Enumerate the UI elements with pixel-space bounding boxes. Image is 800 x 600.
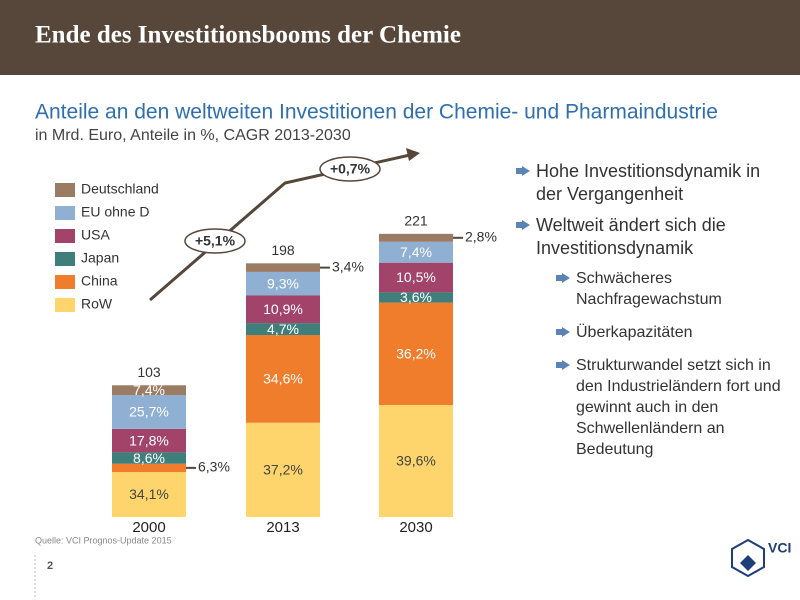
chart-title: Anteile an den weltweiten Investitionen … — [35, 101, 718, 124]
legend-swatch — [55, 229, 75, 243]
annotation: +0,7% — [330, 161, 371, 177]
annotation: +5,1% — [195, 233, 236, 249]
total-label: 198 — [271, 242, 295, 258]
legend-swatch — [55, 252, 75, 266]
bar-segment — [246, 263, 320, 272]
value-label: 10,9% — [263, 301, 303, 317]
legend-label: EU ohne D — [81, 204, 149, 220]
value-label: 8,6% — [133, 450, 165, 466]
logo-hex — [731, 538, 765, 578]
bar-segment — [379, 262, 453, 293]
legend-swatch — [55, 206, 75, 220]
value-label: 3,4% — [332, 258, 364, 274]
bullet: Hohe Investitionsdynamik in der Vergange… — [512, 160, 782, 206]
bullet-icon — [516, 220, 530, 230]
legend-label: RoW — [81, 296, 113, 312]
bar-segment — [379, 241, 453, 263]
value-label: 34,1% — [129, 486, 169, 502]
sub-bullet: Überkapazitäten — [512, 322, 782, 343]
value-label: 2,8% — [465, 229, 497, 245]
value-label: 7,4% — [133, 382, 165, 398]
bullet-text: Hohe Investitionsdynamik in der Vergange… — [536, 161, 761, 204]
value-label: 3,6% — [400, 289, 432, 305]
logo-text: VCI — [768, 540, 791, 556]
total-label: 103 — [137, 364, 161, 380]
value-label: 10,5% — [396, 269, 436, 285]
bar-segment — [246, 323, 320, 336]
annotation-bubble — [184, 228, 246, 254]
bar-segment — [112, 385, 186, 396]
bar-segment — [379, 404, 453, 517]
bullet-text: Strukturwandel setzt sich in den Industr… — [576, 357, 781, 458]
bar-segment — [112, 452, 186, 464]
value-label: 34,6% — [263, 371, 303, 387]
value-label: 6,3% — [198, 459, 230, 475]
legend-label: Japan — [81, 250, 119, 266]
legend-swatch — [55, 183, 75, 197]
value-label: 39,6% — [396, 453, 436, 469]
x-tick-label: 2000 — [132, 519, 165, 536]
bar-segment — [246, 422, 320, 517]
bullet-text: Schwächeres Nachfragewachstum — [576, 270, 722, 308]
legend-swatch — [55, 275, 75, 289]
bullet-icon — [556, 273, 570, 283]
total-label: 221 — [404, 213, 428, 229]
x-tick-label: 2030 — [399, 519, 432, 536]
sub-bullet: Schwächeres Nachfragewachstum — [512, 268, 782, 310]
value-label: 36,2% — [396, 345, 436, 361]
value-label: 37,2% — [263, 462, 303, 478]
value-label: 17,8% — [129, 432, 169, 448]
source: Quelle: VCI Prognos-Update 2015 — [35, 535, 172, 545]
bullet-text: Weltweit ändert sich die Investitionsdyn… — [536, 215, 726, 258]
bar-segment — [112, 472, 186, 517]
legend-label: Deutschland — [81, 181, 159, 197]
bullet-icon — [556, 327, 570, 337]
page-number: 2 — [47, 560, 53, 572]
logo-mark — [740, 555, 756, 571]
chart-subtitle: in Mrd. Euro, Anteile in %, CAGR 2013-20… — [35, 127, 351, 144]
bar-segment — [246, 335, 320, 423]
arrow-head — [406, 148, 420, 161]
bar-segment — [246, 271, 320, 296]
bar-segment — [379, 302, 453, 405]
x-tick-label: 2013 — [266, 519, 299, 536]
bullet: Weltweit ändert sich die Investitionsdyn… — [512, 214, 782, 260]
legend-label: USA — [81, 227, 110, 243]
value-label: 25,7% — [129, 404, 169, 420]
bar-segment — [379, 292, 453, 303]
bullet-list: Hohe Investitionsdynamik in der Vergange… — [512, 160, 782, 472]
value-label: 7,4% — [400, 244, 432, 260]
bullet-icon — [516, 166, 530, 176]
bar-segment — [112, 463, 186, 473]
value-label: 4,7% — [267, 321, 299, 337]
header-title: Ende des Investitionsbooms der Chemie — [35, 22, 461, 49]
bar-segment — [112, 395, 186, 429]
header-band — [0, 0, 800, 75]
legend-label: China — [81, 273, 118, 289]
legend-swatch — [55, 298, 75, 312]
bar-segment — [379, 233, 453, 242]
logo: VCI — [731, 538, 791, 578]
bar-segment — [246, 295, 320, 324]
bullet-text: Überkapazitäten — [576, 324, 693, 341]
bullet-icon — [556, 360, 570, 370]
sub-bullet: Strukturwandel setzt sich in den Industr… — [512, 355, 782, 460]
bar-segment — [112, 428, 186, 453]
annotation-bubble — [319, 156, 381, 182]
value-label: 9,3% — [267, 275, 299, 291]
